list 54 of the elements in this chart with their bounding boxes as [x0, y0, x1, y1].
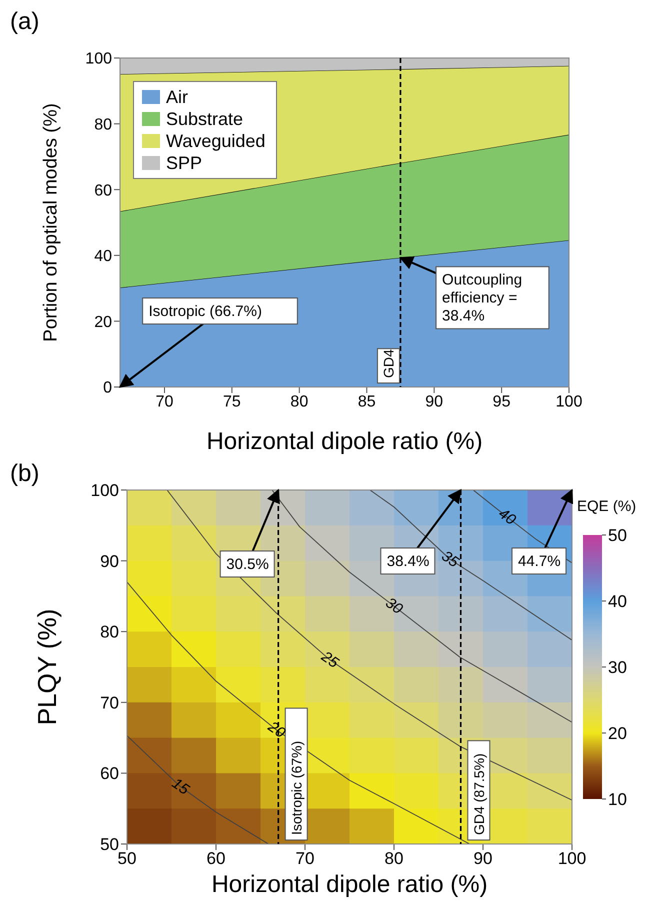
- y-tick-label: 40: [94, 248, 112, 266]
- color-bar-title: EQE (%): [577, 498, 636, 515]
- y-tick-label: 60: [94, 182, 112, 200]
- annotation: Outcoupling efficiency = 38.4%: [442, 272, 522, 325]
- x-tick-label: 70: [296, 849, 314, 868]
- annotation: 30: [382, 594, 406, 618]
- color-bar-label: 40: [608, 592, 627, 611]
- color-bar-label: 30: [608, 658, 627, 677]
- annotation: Isotropic (66.7%): [148, 303, 262, 320]
- annotation: 25: [317, 648, 342, 672]
- annotation: 40: [495, 505, 520, 530]
- annotation: 38.4%: [386, 553, 430, 570]
- y-tick-label: 90: [100, 552, 119, 571]
- x-tick-label: 90: [474, 849, 492, 868]
- x-tick-label: 80: [384, 849, 404, 868]
- legend-label: SPP: [166, 152, 202, 174]
- annotation: 30.5%: [226, 556, 269, 574]
- y-tick-label: 80: [100, 622, 119, 642]
- chart-title: (a): [10, 8, 40, 36]
- color-bar-label: 20: [608, 724, 627, 743]
- x-tick-label: 60: [206, 849, 226, 868]
- ref-line-label: Isotropic (67%): [288, 740, 304, 835]
- annotation: 44.7%: [518, 553, 561, 570]
- x-tick-label: 70: [156, 393, 174, 410]
- y-tick-label: 70: [100, 693, 119, 712]
- y-tick-label: 100: [90, 481, 119, 500]
- y-tick-label: 80: [94, 116, 112, 134]
- x-tick-label: 80: [290, 393, 308, 410]
- y-tick-label: 0: [103, 380, 112, 397]
- x-tick-label: 75: [223, 393, 241, 410]
- annotation: 15: [168, 774, 193, 799]
- legend-label: Waveguided: [166, 130, 266, 152]
- y-tick-label: 50: [100, 835, 119, 854]
- ref-line-label: GD4: [380, 349, 396, 378]
- annotation: 35: [438, 548, 462, 572]
- x-tick-label: 100: [556, 393, 582, 410]
- legend-label: Substrate: [166, 108, 244, 130]
- x-axis-title: Horizontal dipole ratio (%): [206, 428, 483, 455]
- color-bar-label: 10: [608, 790, 627, 809]
- x-tick-label: 85: [358, 393, 376, 410]
- y-tick-label: 100: [85, 50, 112, 68]
- x-axis-title: Horizontal dipole ratio (%): [211, 871, 488, 898]
- color-bar-label: 50: [608, 526, 627, 545]
- chart-title: (b): [10, 460, 40, 488]
- x-tick-label: 95: [492, 393, 511, 410]
- x-tick-label: 100: [558, 849, 586, 868]
- y-tick-label: 20: [94, 314, 112, 331]
- y-axis-title: Portion of optical modes (%): [40, 103, 62, 342]
- x-tick-label: 50: [118, 849, 136, 868]
- y-tick-label: 60: [100, 764, 119, 784]
- legend-label: Air: [166, 86, 188, 108]
- x-tick-label: 90: [425, 393, 444, 410]
- ref-line-label: GD4 (87.5%): [470, 753, 487, 835]
- y-axis-title: PLQY (%): [32, 608, 62, 726]
